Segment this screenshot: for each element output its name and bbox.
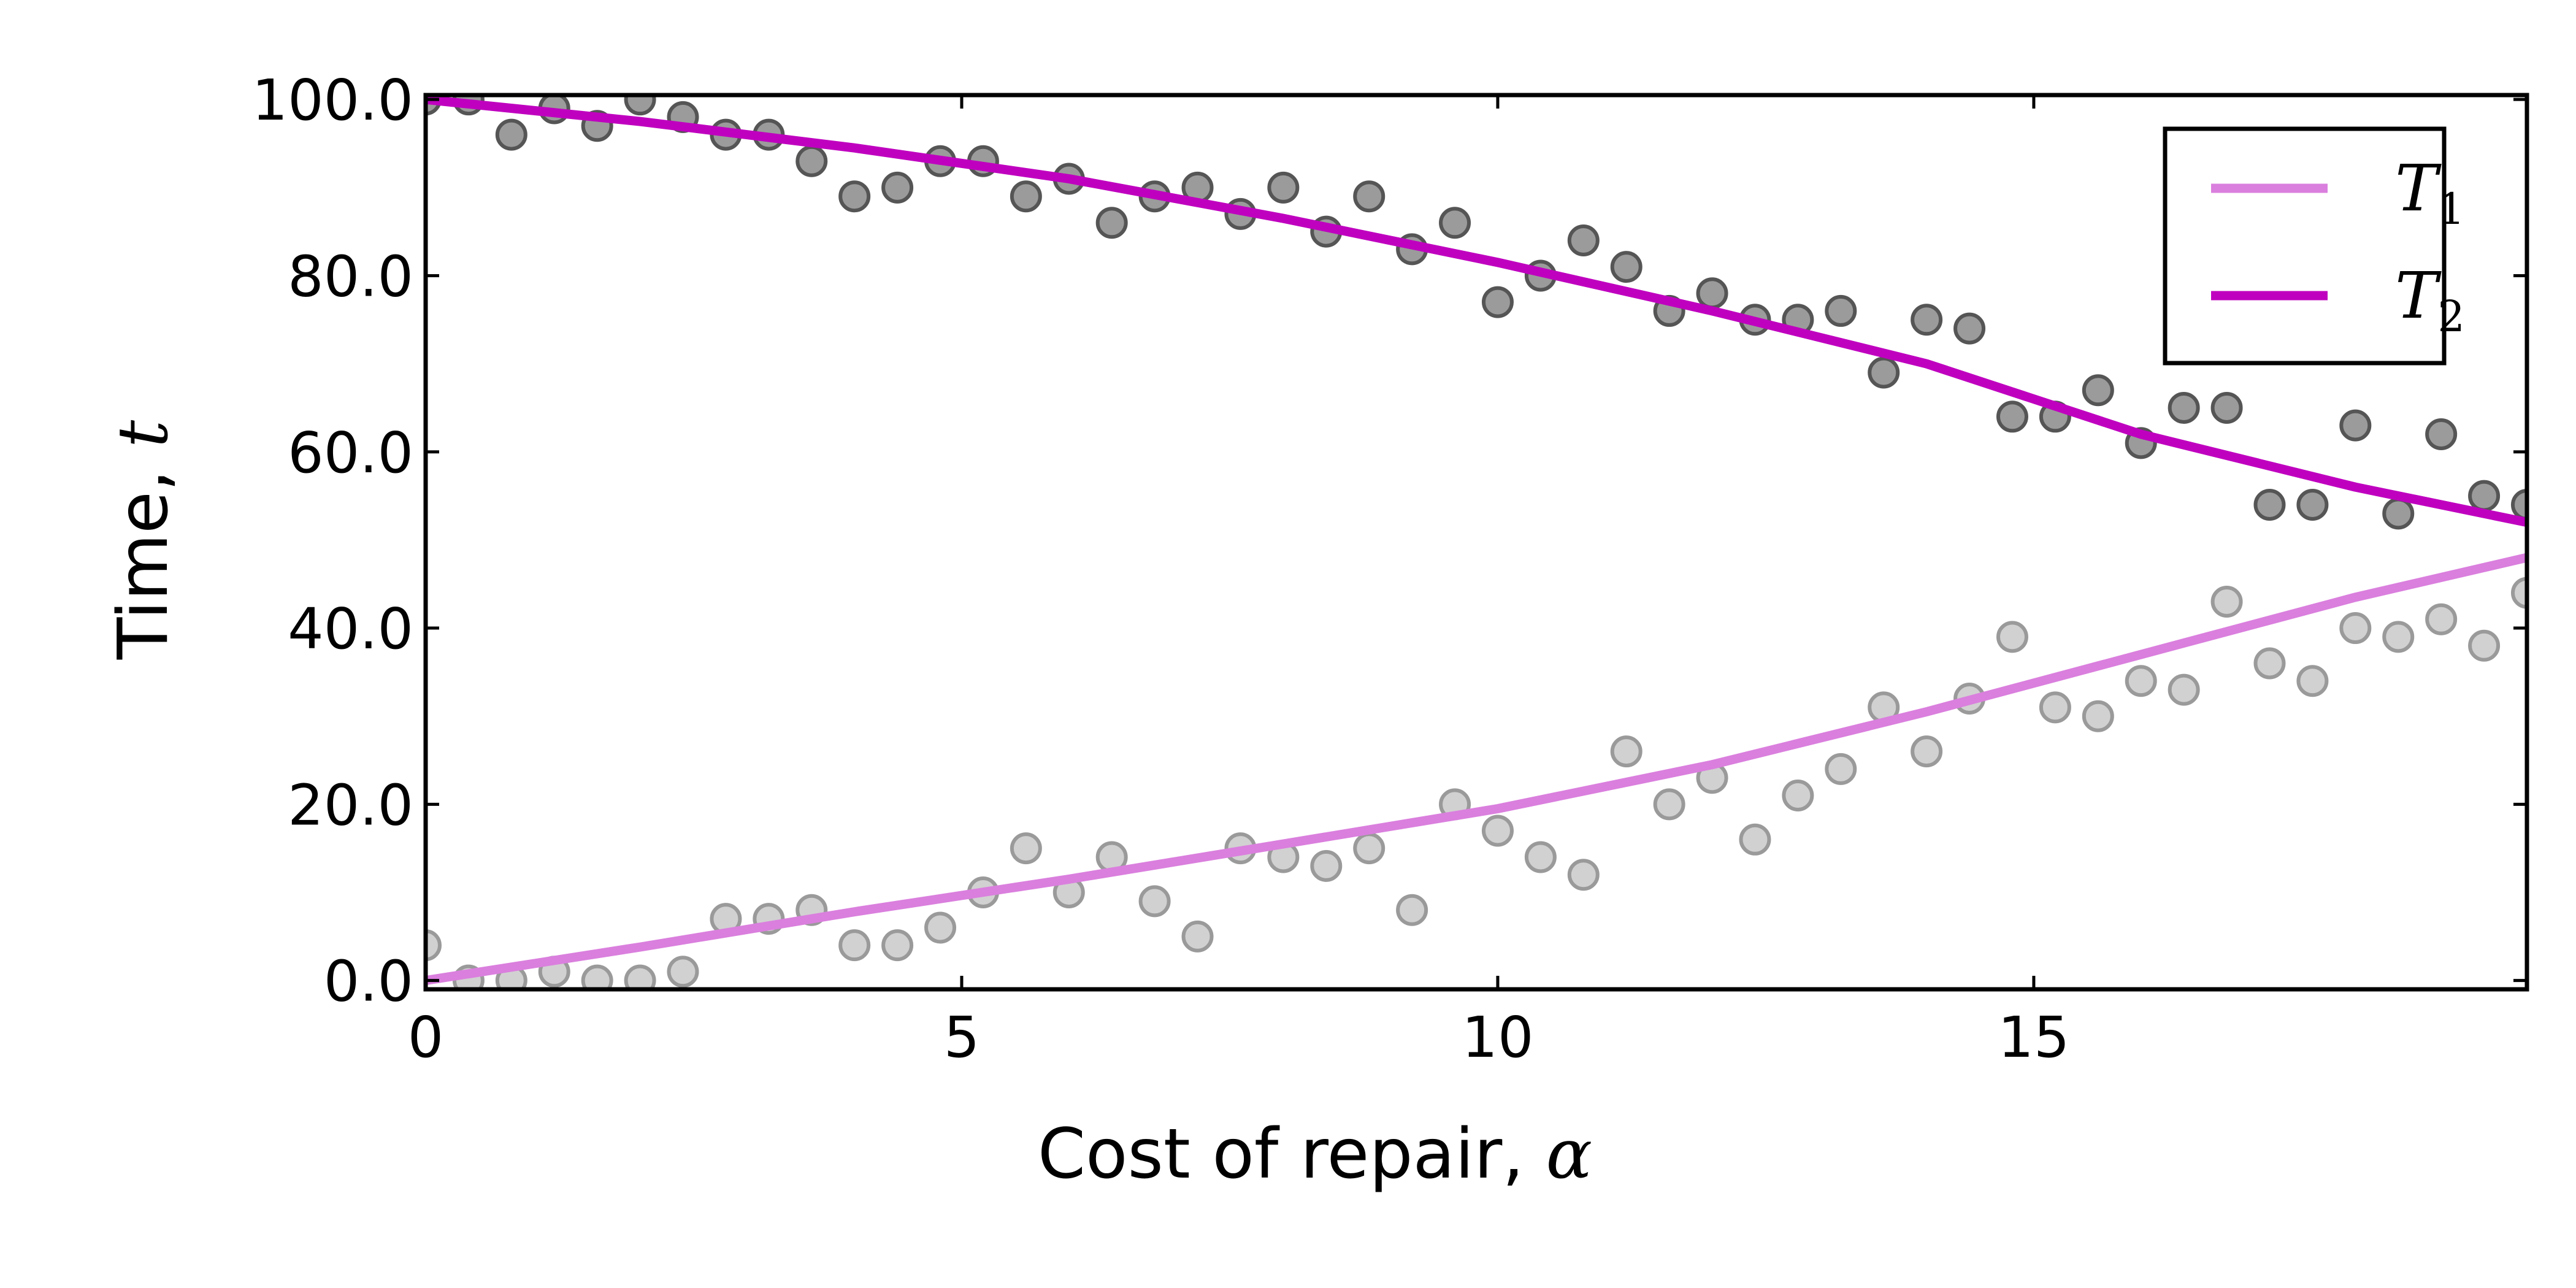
scatter-point-1-49 <box>2511 577 2527 609</box>
scatter-point-1-33 <box>1825 753 1857 785</box>
scatter-point-1-27 <box>1567 859 1600 891</box>
legend-box <box>2163 126 2447 366</box>
scatter-point-1-21 <box>1310 849 1343 882</box>
scatter-point-1-11 <box>881 929 914 962</box>
scatter-point-2-22 <box>1353 180 1386 213</box>
scatter-point-1-47 <box>2425 603 2458 635</box>
scatter-point-1-14 <box>1010 832 1042 865</box>
scatter-point-2-39 <box>2082 374 2114 407</box>
scatter-point-1-12 <box>924 911 957 944</box>
scatter-point-1-38 <box>2039 691 2071 724</box>
scatter-point-1-22 <box>1353 832 1386 865</box>
axes <box>423 93 2529 992</box>
x-tick-label-2: 10 <box>1462 1005 1533 1070</box>
scatter-point-2-10 <box>838 180 871 213</box>
scatter-point-2-42 <box>2210 391 2243 424</box>
scatter-point-2-28 <box>1610 251 1643 283</box>
scatter-point-1-28 <box>1610 735 1643 768</box>
scatter-point-2-48 <box>2468 480 2501 512</box>
scatter-point-1-18 <box>1181 920 1214 953</box>
scatter-point-1-42 <box>2210 585 2243 618</box>
scatter-point-2-16 <box>1095 207 1128 239</box>
scatter-point-1-17 <box>1138 885 1171 918</box>
scatter-point-1-39 <box>2082 700 2114 732</box>
series-line-T2 <box>426 95 2527 527</box>
lines-layer <box>426 95 2527 986</box>
x-tick-label-1: 5 <box>944 1005 980 1070</box>
scatter-point-1-41 <box>2168 673 2200 706</box>
scatter-point-1-40 <box>2125 665 2157 697</box>
scatter-point-1-29 <box>1653 788 1685 821</box>
scatter-point-2-44 <box>2296 488 2329 521</box>
plot-frame <box>423 93 2529 992</box>
scatter-point-2-34 <box>1868 356 1900 389</box>
y-axis-label: Time, t <box>104 420 183 660</box>
scatter-point-1-46 <box>2382 621 2415 653</box>
x-axis-label: Cost of repair, α <box>1038 1114 1592 1194</box>
scatter-point-2-24 <box>1439 207 1471 239</box>
scatter-point-1-25 <box>1481 815 1514 847</box>
scatter-point-2-43 <box>2253 488 2286 521</box>
scatter-point-1-35 <box>1911 735 1943 768</box>
scatter-point-2-35 <box>1911 304 1943 336</box>
scatter-point-1-45 <box>2339 612 2372 645</box>
scatter-point-1-10 <box>838 929 871 962</box>
scatter-point-2-37 <box>1996 401 2028 433</box>
y-tick-label-4: 80.0 <box>288 243 413 309</box>
scatter-point-2-33 <box>1825 294 1857 327</box>
scatter-point-2-27 <box>1567 224 1600 257</box>
scatter-point-1-32 <box>1782 779 1814 811</box>
scatter-point-1-44 <box>2296 665 2329 697</box>
scatter-point-1-4 <box>581 964 613 989</box>
y-tick-label-0: 0.0 <box>324 949 413 1014</box>
x-tick-label-0: 0 <box>408 1005 444 1070</box>
legend-label-1: T1 <box>2395 151 2465 234</box>
x-tick-label-3: 15 <box>1998 1005 2069 1070</box>
scatter-point-1-26 <box>1524 841 1557 873</box>
y-tick-label-2: 40.0 <box>288 596 413 662</box>
y-tick-label-1: 20.0 <box>288 772 413 838</box>
scatter-point-1-43 <box>2253 647 2286 680</box>
scatter-point-2-9 <box>795 145 828 177</box>
scatter-point-1-48 <box>2468 629 2501 662</box>
y-tick-label-3: 60.0 <box>288 420 413 486</box>
scatter-point-2-11 <box>881 171 914 204</box>
scatter-point-2-30 <box>1696 277 1728 310</box>
scatter-point-2-14 <box>1010 180 1042 213</box>
y-tick-label-5: 100.0 <box>252 67 413 133</box>
scatter-point-2-36 <box>1953 312 1986 345</box>
scatter-point-2-49 <box>2511 488 2527 521</box>
ticks: 0 5 10 15 0.0 20.0 40.0 60.0 80.0 100.0 <box>252 67 2527 1070</box>
scatter-point-2-20 <box>1267 171 1300 204</box>
scatter-point-2-5 <box>624 95 656 116</box>
legend-label-2: T2 <box>2395 258 2465 342</box>
series-line-T1 <box>426 553 2527 986</box>
scatter-point-2-47 <box>2425 418 2458 451</box>
scatter-point-1-0 <box>426 929 442 962</box>
scatter-point-2-25 <box>1481 286 1514 318</box>
scatter-point-1-23 <box>1396 894 1428 926</box>
scatter-point-1-37 <box>1996 621 2028 653</box>
scatter-point-2-45 <box>2339 409 2372 442</box>
scatter-point-2-41 <box>2168 391 2200 424</box>
scatter-point-1-31 <box>1739 823 1771 856</box>
scatter-point-1-5 <box>624 964 656 989</box>
scatter-point-2-2 <box>495 118 527 151</box>
scatter-point-1-6 <box>667 956 699 988</box>
scatter-point-2-46 <box>2382 497 2415 530</box>
